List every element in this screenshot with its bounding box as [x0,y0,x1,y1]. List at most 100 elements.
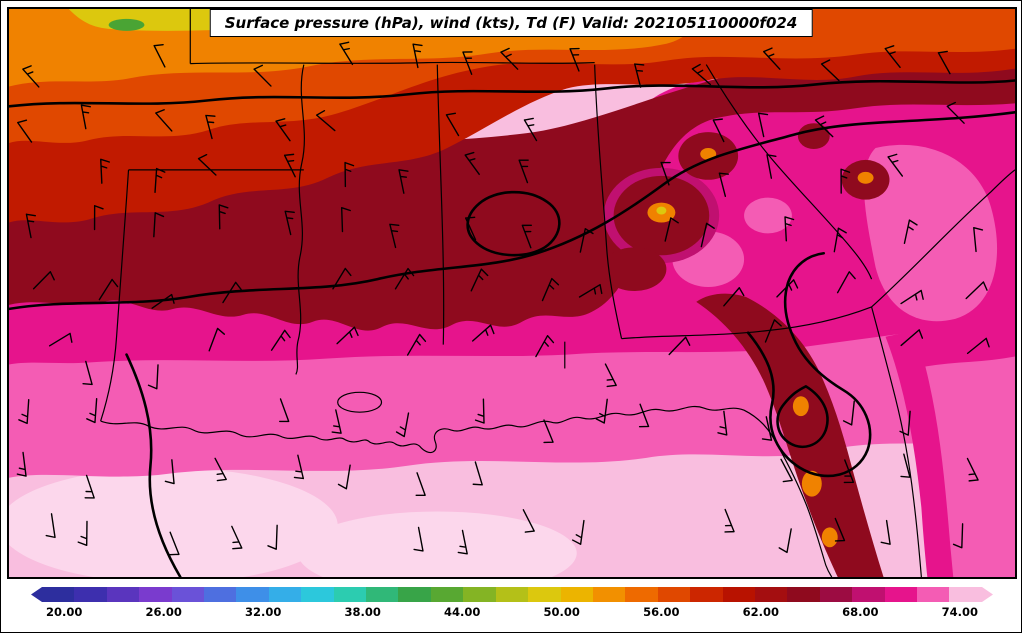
wind-barb [814,115,834,138]
colorbar-segment [916,587,950,602]
colorbar-tick-label: 74.00 [941,605,979,619]
wind-barb [834,517,846,542]
wind-barb [717,410,728,436]
colorbar-segment [236,587,269,602]
wind-barb [154,167,166,194]
coastline-gulf [100,405,833,577]
wind-barb [336,326,359,345]
wind-barb [32,271,55,290]
isobar-contour [125,353,182,577]
td-shade-maroon-blob [602,247,667,292]
td-shade-florida-maroon [696,293,884,577]
wind-barb [840,168,851,194]
wind-barb [389,223,400,249]
wind-barb [521,224,533,249]
colorbar-tick-label: 56.00 [643,605,680,619]
colorbar-segment [268,587,302,602]
colorbar-segment [42,587,75,602]
colorbar-segment [204,587,237,602]
colorbar-tick-label: 62.00 [742,605,779,619]
state-borders-layer [100,9,1015,577]
wind-barb [535,335,555,358]
wind-barb [339,41,354,66]
wind-barb [93,205,104,231]
wind-barb [833,227,847,253]
wind-barb [966,337,990,355]
colorbar-segment [722,587,755,602]
wind-barb [253,64,272,87]
wind-barb [543,419,554,444]
td-shade-yellow-core [656,206,667,215]
colorbar-segment [819,587,853,602]
wind-barb [664,217,679,242]
wind-barb [77,520,88,547]
wind-barb [638,403,650,428]
colorbar-segment [949,587,982,602]
colorbar-segment [625,587,658,602]
colorbar-segment [884,587,917,602]
wind-barb [18,398,30,425]
colorbar-segment [171,587,205,602]
wind-barb [445,112,460,137]
wind-barb [778,528,792,554]
wind-barb [784,216,795,242]
wind-barb [952,523,964,549]
state-border-ms-al [436,64,445,345]
wind-barb [337,464,351,490]
wind-barb [900,289,924,305]
state-border-tx-la [100,169,130,422]
isobar-contour [9,110,1015,311]
wind-barb [899,410,911,436]
wind-barb [270,329,291,351]
wind-barb [668,336,691,356]
state-border-al-ga [594,64,623,339]
td-shade-orange-core [821,527,838,548]
wind-barb [571,519,585,545]
colorbar-segment [787,587,820,602]
isobar-closed-contour [776,385,829,449]
wind-barb [344,161,355,188]
wind-barb [903,219,918,245]
wind-barb [275,118,291,142]
colorbar-tick-label: 38.00 [344,605,381,619]
wind-barb [578,283,603,298]
lake-pontchartrain [337,391,383,413]
wind-barb [660,161,671,186]
wind-barb [340,207,351,233]
dewpoint-map-svg [9,9,1015,577]
colorbar-segment [528,587,561,602]
wind-barb [98,278,119,301]
wind-barb [820,59,840,82]
wind-barb [836,271,856,294]
wind-barb [763,47,781,70]
colorbar-right-arrow [982,587,993,602]
colorbar-segment [430,587,464,602]
colorbar-segment [463,587,496,602]
wind-barb [406,333,427,356]
wind-barb [718,172,729,197]
td-shade-pink-pocket [744,197,792,234]
td-shade-pink-pocket [864,144,998,322]
wind-barb [205,114,216,140]
td-shading-layer [9,9,1015,577]
wind-barb [880,519,891,545]
wind-barb [84,474,95,499]
colorbar-tick-label: 26.00 [145,605,182,619]
wind-barb [472,461,483,486]
pressure-contours-layer [9,79,1015,577]
wind-barb [700,222,715,248]
wind-barb [279,398,290,423]
wind-barb [82,360,93,386]
wind-barb [761,416,773,441]
wind-barb [197,153,217,176]
wind-barb [884,45,901,68]
isobar-closed-contour [466,190,561,257]
wind-barb [100,158,110,184]
wind-barb [634,63,645,88]
wind-barb [86,397,98,424]
wind-barb [284,210,295,236]
wind-barb [331,409,342,434]
wind-barb [965,281,988,300]
wind-barb [80,104,91,130]
wind-barb [147,364,159,390]
